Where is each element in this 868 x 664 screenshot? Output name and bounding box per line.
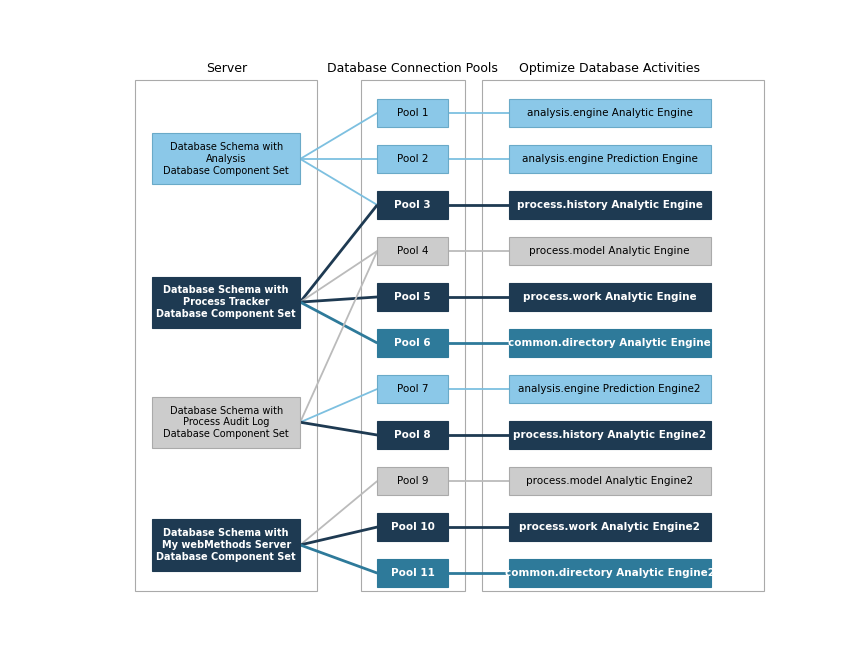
- FancyBboxPatch shape: [378, 375, 448, 403]
- FancyBboxPatch shape: [509, 513, 711, 541]
- Text: Pool 8: Pool 8: [394, 430, 431, 440]
- Text: Database Schema with
My webMethods Server
Database Component Set: Database Schema with My webMethods Serve…: [156, 529, 296, 562]
- FancyBboxPatch shape: [482, 80, 765, 591]
- Text: analysis.engine Prediction Engine2: analysis.engine Prediction Engine2: [518, 384, 701, 394]
- FancyBboxPatch shape: [378, 99, 448, 127]
- FancyBboxPatch shape: [509, 237, 711, 265]
- FancyBboxPatch shape: [152, 276, 300, 327]
- Text: process.model Analytic Engine: process.model Analytic Engine: [529, 246, 690, 256]
- FancyBboxPatch shape: [152, 396, 300, 448]
- Text: Pool 7: Pool 7: [397, 384, 428, 394]
- Text: Pool 10: Pool 10: [391, 522, 435, 532]
- FancyBboxPatch shape: [509, 421, 711, 449]
- FancyBboxPatch shape: [509, 191, 711, 219]
- Text: Database Schema with
Analysis
Database Component Set: Database Schema with Analysis Database C…: [163, 142, 289, 175]
- Text: Pool 9: Pool 9: [397, 476, 428, 486]
- Text: common.directory Analytic Engine: common.directory Analytic Engine: [509, 338, 711, 348]
- Text: common.directory Analytic Engine2: common.directory Analytic Engine2: [504, 568, 714, 578]
- Text: process.work Analytic Engine: process.work Analytic Engine: [523, 292, 696, 302]
- Text: Pool 6: Pool 6: [394, 338, 431, 348]
- Text: Pool 4: Pool 4: [397, 246, 428, 256]
- FancyBboxPatch shape: [378, 237, 448, 265]
- FancyBboxPatch shape: [509, 99, 711, 127]
- FancyBboxPatch shape: [378, 283, 448, 311]
- FancyBboxPatch shape: [378, 421, 448, 449]
- Text: Pool 1: Pool 1: [397, 108, 428, 118]
- FancyBboxPatch shape: [509, 559, 711, 587]
- Text: process.history Analytic Engine: process.history Analytic Engine: [516, 200, 702, 210]
- Text: analysis.engine Analytic Engine: analysis.engine Analytic Engine: [527, 108, 693, 118]
- Text: process.work Analytic Engine2: process.work Analytic Engine2: [519, 522, 700, 532]
- FancyBboxPatch shape: [509, 375, 711, 403]
- Text: Server: Server: [206, 62, 247, 74]
- Text: Database Connection Pools: Database Connection Pools: [327, 62, 498, 74]
- Text: Pool 3: Pool 3: [394, 200, 431, 210]
- Text: Pool 2: Pool 2: [397, 154, 428, 164]
- Text: analysis.engine Prediction Engine: analysis.engine Prediction Engine: [522, 154, 698, 164]
- FancyBboxPatch shape: [378, 513, 448, 541]
- FancyBboxPatch shape: [378, 145, 448, 173]
- FancyBboxPatch shape: [509, 329, 711, 357]
- Text: Database Schema with
Process Audit Log
Database Component Set: Database Schema with Process Audit Log D…: [163, 406, 289, 439]
- Text: process.model Analytic Engine2: process.model Analytic Engine2: [526, 476, 694, 486]
- FancyBboxPatch shape: [378, 329, 448, 357]
- FancyBboxPatch shape: [509, 145, 711, 173]
- Text: Pool 11: Pool 11: [391, 568, 435, 578]
- Text: process.history Analytic Engine2: process.history Analytic Engine2: [513, 430, 707, 440]
- FancyBboxPatch shape: [361, 80, 465, 591]
- FancyBboxPatch shape: [378, 467, 448, 495]
- Text: Optimize Database Activities: Optimize Database Activities: [519, 62, 700, 74]
- FancyBboxPatch shape: [152, 133, 300, 185]
- Text: Database Schema with
Process Tracker
Database Component Set: Database Schema with Process Tracker Dat…: [156, 286, 296, 319]
- FancyBboxPatch shape: [152, 519, 300, 570]
- Text: Pool 5: Pool 5: [394, 292, 431, 302]
- FancyBboxPatch shape: [378, 191, 448, 219]
- FancyBboxPatch shape: [378, 559, 448, 587]
- FancyBboxPatch shape: [509, 467, 711, 495]
- FancyBboxPatch shape: [135, 80, 317, 591]
- FancyBboxPatch shape: [509, 283, 711, 311]
